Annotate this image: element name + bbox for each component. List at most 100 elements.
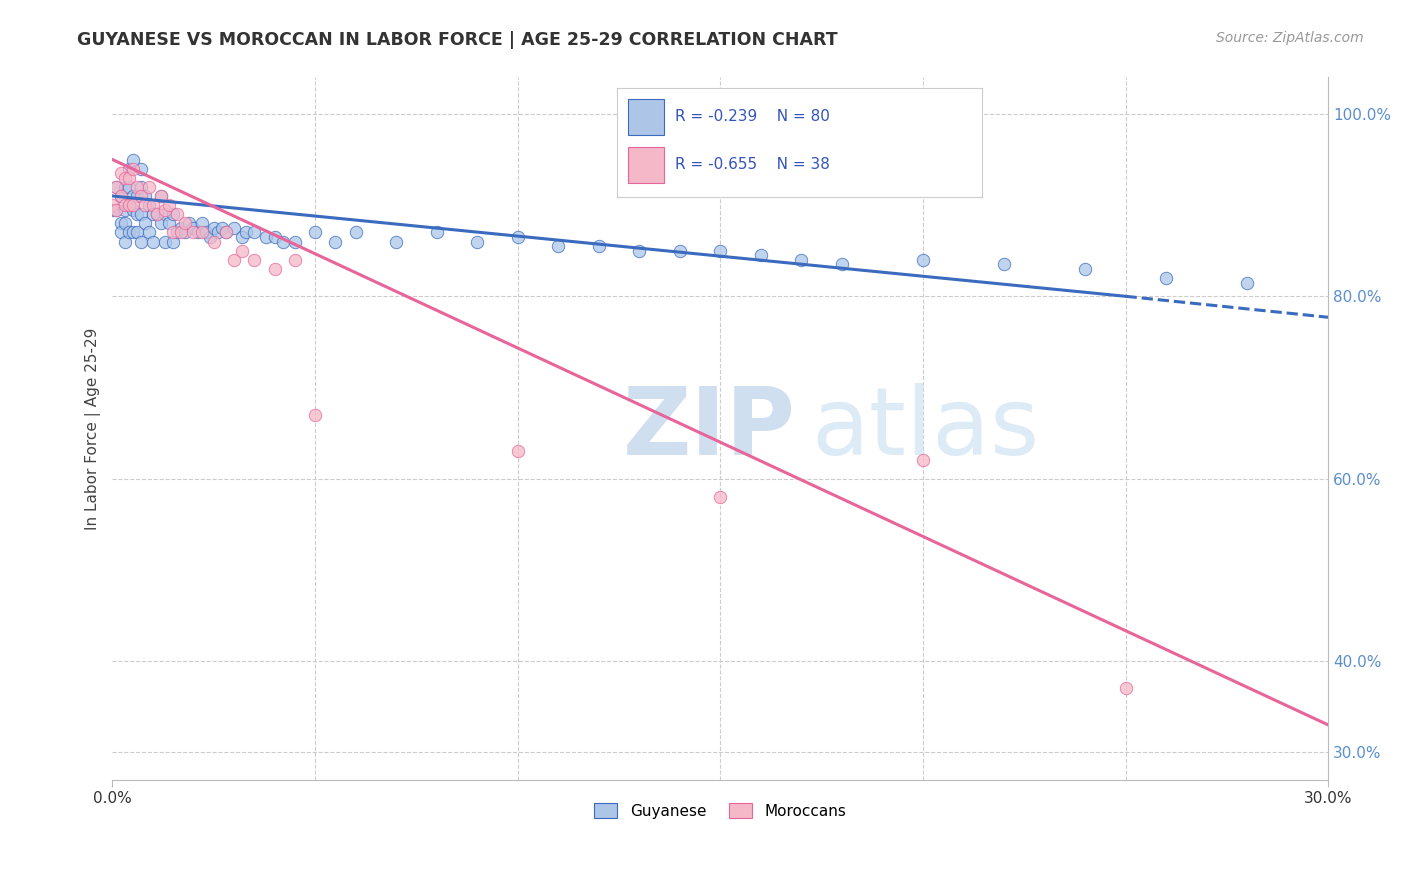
Point	[215, 226, 238, 240]
Point	[284, 252, 307, 267]
Point	[153, 235, 176, 249]
Point	[121, 202, 143, 217]
Point	[162, 226, 184, 240]
Point	[134, 189, 156, 203]
Point	[588, 239, 610, 253]
Point	[125, 226, 148, 240]
Point	[183, 220, 205, 235]
Point	[110, 166, 132, 180]
Point	[263, 230, 285, 244]
Point	[153, 202, 176, 217]
Point	[157, 198, 180, 212]
Point	[142, 198, 165, 212]
Point	[114, 235, 136, 249]
Point	[304, 408, 326, 422]
Point	[114, 202, 136, 217]
Point	[170, 220, 193, 235]
Point	[174, 226, 197, 240]
Point	[146, 207, 169, 221]
Point	[1236, 276, 1258, 290]
Point	[385, 235, 408, 249]
Point	[105, 179, 128, 194]
Point	[142, 235, 165, 249]
Point	[254, 230, 277, 244]
Point	[709, 490, 731, 504]
Point	[207, 226, 229, 240]
Point	[993, 257, 1015, 271]
Point	[121, 198, 143, 212]
Point	[125, 189, 148, 203]
Point	[231, 244, 253, 258]
Point	[162, 235, 184, 249]
Text: Source: ZipAtlas.com: Source: ZipAtlas.com	[1216, 31, 1364, 45]
Point	[138, 198, 160, 212]
Point	[129, 161, 152, 176]
Point	[190, 226, 212, 240]
Point	[211, 220, 233, 235]
Point	[304, 226, 326, 240]
Point	[101, 198, 124, 212]
Point	[121, 153, 143, 167]
Point	[117, 161, 139, 176]
Point	[157, 216, 180, 230]
Point	[1074, 262, 1097, 277]
Point	[911, 252, 934, 267]
Point	[134, 216, 156, 230]
Point	[790, 252, 813, 267]
Point	[162, 207, 184, 221]
Point	[235, 226, 257, 240]
Legend: Guyanese, Moroccans: Guyanese, Moroccans	[588, 797, 852, 824]
Point	[117, 170, 139, 185]
Point	[110, 189, 132, 203]
Text: atlas: atlas	[811, 383, 1039, 475]
Text: GUYANESE VS MOROCCAN IN LABOR FORCE | AGE 25-29 CORRELATION CHART: GUYANESE VS MOROCCAN IN LABOR FORCE | AG…	[77, 31, 838, 49]
Point	[202, 235, 225, 249]
Point	[105, 202, 128, 217]
Point	[426, 226, 449, 240]
Point	[129, 189, 152, 203]
Point	[110, 226, 132, 240]
Point	[138, 226, 160, 240]
Point	[465, 235, 488, 249]
Point	[166, 226, 188, 240]
Point	[129, 179, 152, 194]
Point	[190, 216, 212, 230]
Point	[506, 230, 529, 244]
Point	[125, 179, 148, 194]
Point	[114, 179, 136, 194]
Point	[831, 257, 853, 271]
Point	[202, 220, 225, 235]
Point	[263, 262, 285, 277]
Point	[170, 226, 193, 240]
Point	[117, 226, 139, 240]
Point	[506, 444, 529, 458]
Point	[215, 226, 238, 240]
Point	[153, 207, 176, 221]
Point	[105, 202, 128, 217]
Point	[243, 252, 266, 267]
Point	[1154, 271, 1177, 285]
Point	[105, 179, 128, 194]
Point	[749, 248, 772, 262]
Point	[174, 216, 197, 230]
Point	[186, 226, 208, 240]
Point	[709, 244, 731, 258]
Point	[150, 189, 173, 203]
Point	[323, 235, 346, 249]
Point	[142, 207, 165, 221]
Point	[121, 226, 143, 240]
Point	[121, 161, 143, 176]
Point	[121, 189, 143, 203]
Point	[222, 252, 245, 267]
Point	[179, 216, 201, 230]
Point	[125, 207, 148, 221]
Point	[150, 216, 173, 230]
Point	[114, 170, 136, 185]
Point	[138, 179, 160, 194]
Point	[194, 226, 217, 240]
Text: ZIP: ZIP	[623, 383, 796, 475]
Point	[668, 244, 690, 258]
Point	[114, 216, 136, 230]
Point	[110, 189, 132, 203]
Point	[129, 235, 152, 249]
